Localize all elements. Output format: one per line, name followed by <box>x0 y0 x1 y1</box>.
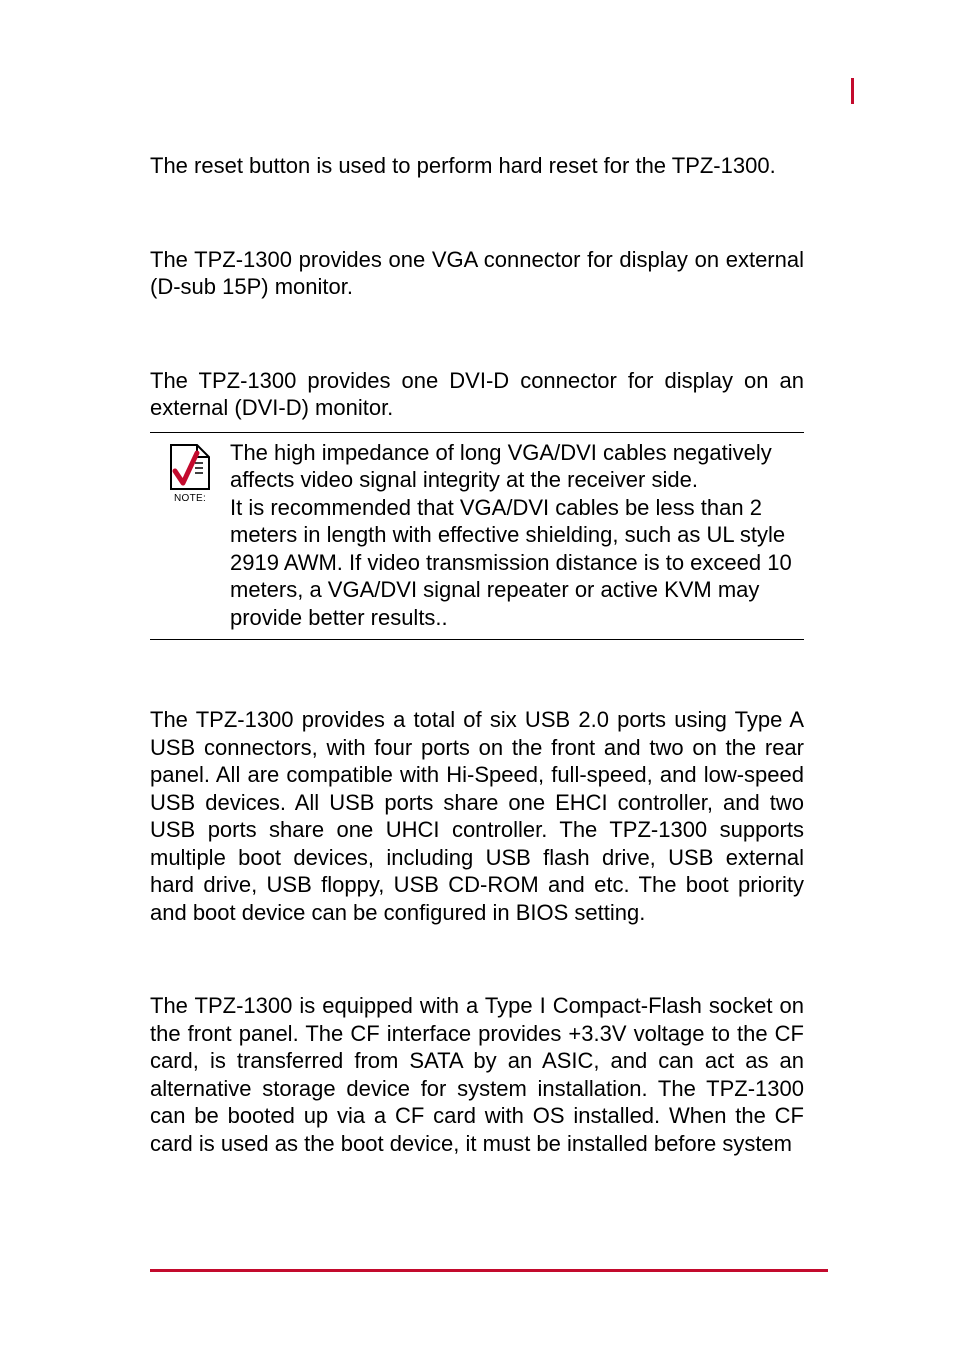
dvi-section-body: The TPZ-1300 provides one DVI-D connecto… <box>150 367 804 422</box>
spacer <box>150 650 804 706</box>
document-page: The reset button is used to perform hard… <box>0 0 954 1352</box>
spacer <box>150 190 804 246</box>
header-accent-mark <box>851 78 854 104</box>
spacer <box>150 80 804 152</box>
note-block: NOTE: The high impedance of long VGA/DVI… <box>150 432 804 641</box>
note-icon-column: NOTE: <box>150 439 230 504</box>
usb-section-body: The TPZ-1300 provides a total of six USB… <box>150 706 804 926</box>
note-document-icon <box>167 443 213 491</box>
note-label: NOTE: <box>174 493 206 504</box>
note-line-1: The high impedance of long VGA/DVI cable… <box>230 439 804 494</box>
note-text: The high impedance of long VGA/DVI cable… <box>230 439 804 632</box>
spacer <box>150 936 804 992</box>
note-line-2: It is recommended that VGA/DVI cables be… <box>230 494 804 632</box>
footer-accent-rule <box>150 1269 828 1272</box>
reset-section-body: The reset button is used to perform hard… <box>150 152 804 180</box>
vga-section-body: The TPZ-1300 provides one VGA connector … <box>150 246 804 301</box>
spacer <box>150 311 804 367</box>
cf-section-body: The TPZ-1300 is equipped with a Type I C… <box>150 992 804 1157</box>
